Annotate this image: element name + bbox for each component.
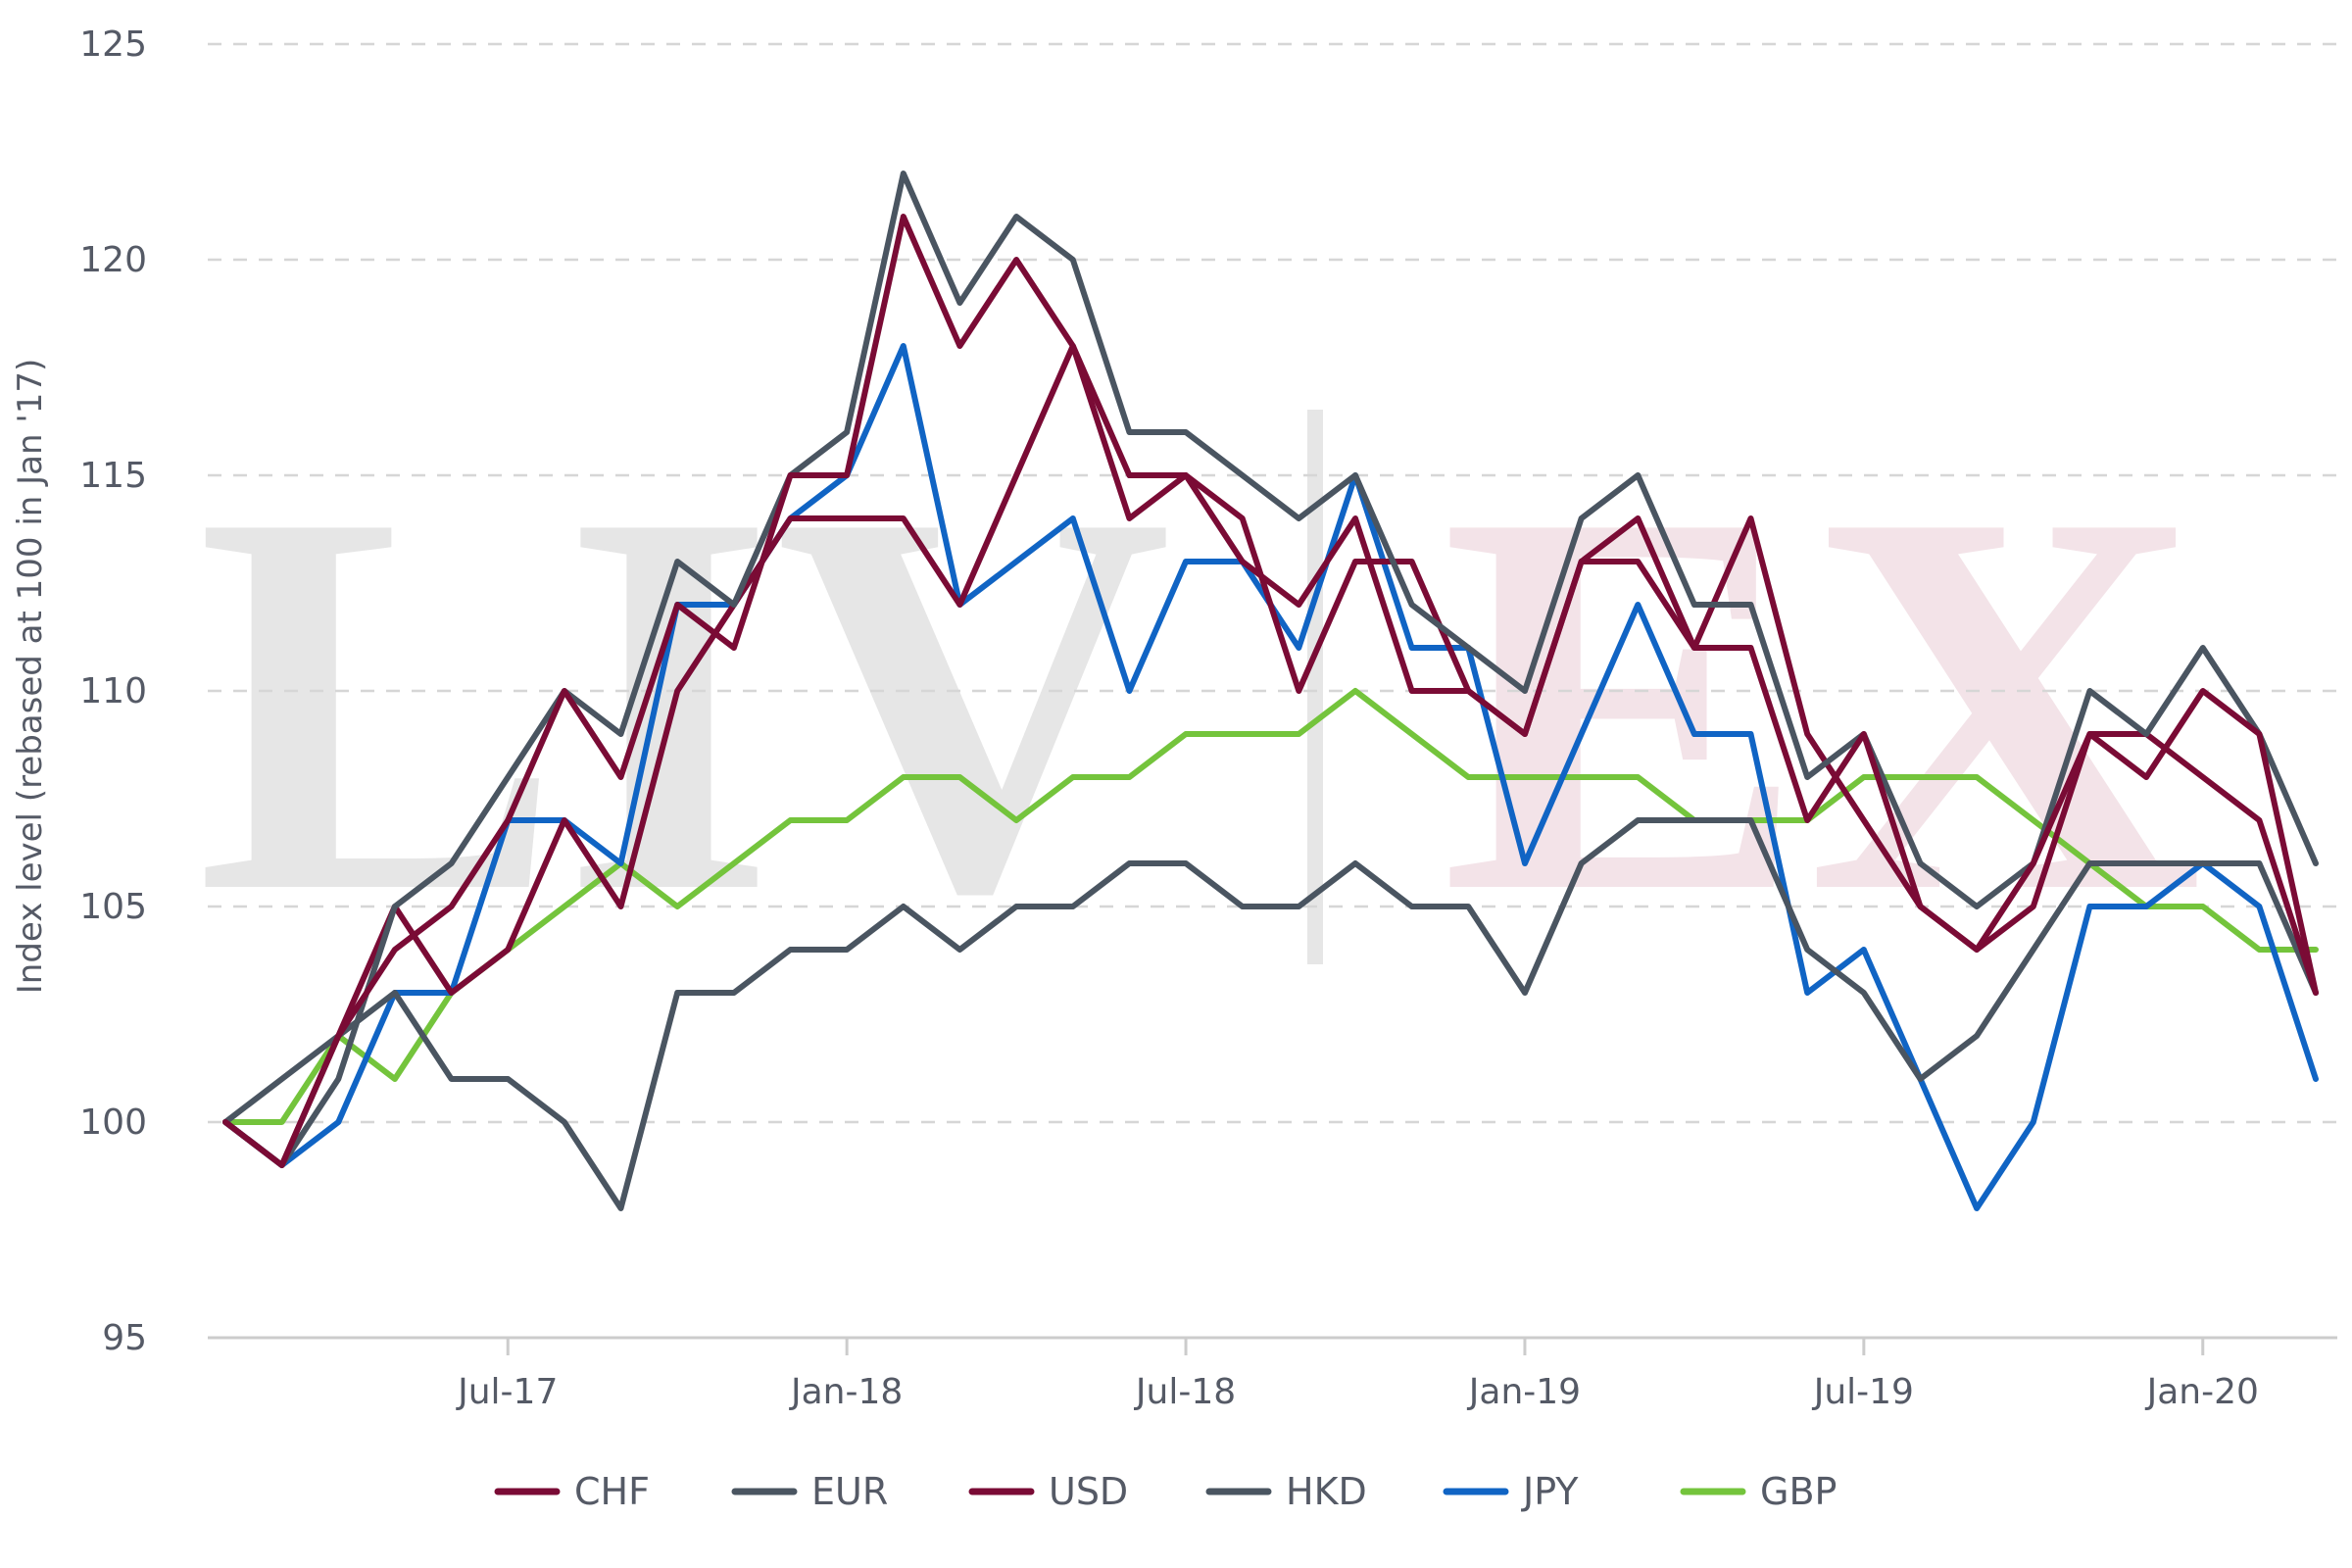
legend-label: HKD — [1286, 1470, 1367, 1513]
legend: CHF EUR USD HKD JPY GBP — [494, 1470, 1837, 1513]
y-tick-label: 95 — [102, 1318, 147, 1358]
x-tick-label: Jan-18 — [789, 1372, 903, 1412]
y-tick-label: 115 — [79, 456, 147, 496]
y-tick-label: 120 — [79, 240, 147, 280]
series-line-hkd — [222, 817, 2319, 1211]
watermark: LIV EX — [196, 399, 2203, 1006]
x-axis: Jul-17 Jan-18 Jul-18 Jan-19 Jul-19 Jan-20 — [456, 1338, 2259, 1412]
y-axis-title: Index level (rebased at 100 in Jan '17) — [11, 359, 50, 995]
watermark-right-text: EX — [1441, 399, 2203, 1006]
legend-label: EUR — [811, 1470, 888, 1513]
legend-item-chf[interactable]: CHF — [494, 1470, 650, 1513]
y-axis: 95 100 105 110 115 120 125 — [79, 24, 147, 1358]
x-tick-label: Jan-20 — [2145, 1372, 2259, 1412]
series-line-eur — [222, 171, 2319, 1168]
legend-label: JPY — [1521, 1470, 1579, 1513]
y-tick-label: 110 — [79, 671, 147, 711]
x-tick-label: Jan-19 — [1467, 1372, 1581, 1412]
y-tick-label: 105 — [79, 887, 147, 927]
legend-label: USD — [1049, 1470, 1128, 1513]
x-tick-label: Jul-17 — [456, 1372, 558, 1412]
legend-label: GBP — [1760, 1470, 1837, 1513]
grid-lines — [208, 42, 2337, 1340]
watermark-left-text: LIV — [196, 399, 1172, 1006]
series-lines — [222, 171, 2319, 1211]
legend-item-hkd[interactable]: HKD — [1205, 1470, 1367, 1513]
series-line-gbp — [222, 688, 2319, 1125]
x-tick-label: Jul-19 — [1812, 1372, 1914, 1412]
x-tick-label: Jul-18 — [1134, 1372, 1236, 1412]
legend-label: CHF — [574, 1470, 650, 1513]
series-line-chf — [222, 214, 2319, 1168]
y-tick-label: 125 — [79, 24, 147, 65]
legend-item-jpy[interactable]: JPY — [1443, 1470, 1579, 1513]
legend-item-gbp[interactable]: GBP — [1680, 1470, 1837, 1513]
y-tick-label: 100 — [79, 1102, 147, 1143]
watermark-divider — [1307, 410, 1323, 964]
legend-item-eur[interactable]: EUR — [731, 1470, 888, 1513]
legend-item-usd[interactable]: USD — [968, 1470, 1128, 1513]
